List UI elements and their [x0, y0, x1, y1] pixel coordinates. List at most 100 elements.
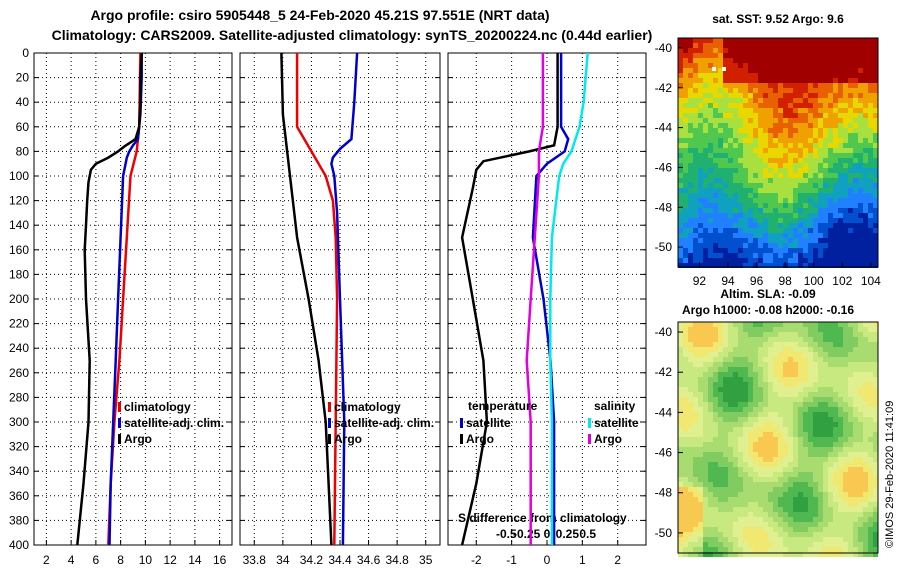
sst-cell: [868, 48, 873, 53]
sst-cell: [693, 118, 698, 123]
sla-cell: [793, 342, 798, 347]
sla-cell: [748, 392, 753, 397]
sst-cell: [853, 188, 858, 193]
sla-cell: [798, 402, 803, 407]
sla-cell: [833, 352, 838, 357]
sla-cell: [758, 487, 763, 492]
sla-cell: [693, 342, 698, 347]
sst-cell: [703, 93, 708, 98]
sla-cell: [853, 442, 858, 447]
sla-cell: [713, 487, 718, 492]
sst-cell: [768, 148, 773, 153]
sst-cell: [743, 148, 748, 153]
sla-cell: [873, 387, 878, 392]
sla-cell: [738, 437, 743, 442]
sst-cell: [858, 93, 863, 98]
sla-cell: [758, 382, 763, 387]
sla-cell: [838, 507, 843, 512]
sla-cell: [733, 542, 738, 547]
sla-cell: [718, 397, 723, 402]
sst-cell: [843, 113, 848, 118]
sla-cell: [803, 522, 808, 527]
sst-cell: [828, 43, 833, 48]
sla-cell: [788, 437, 793, 442]
sla-cell: [853, 342, 858, 347]
sla-cell: [768, 532, 773, 537]
sst-cell: [723, 258, 728, 263]
sla-cell: [783, 417, 788, 422]
sst-cell: [763, 213, 768, 218]
y-tick-label: 280: [9, 390, 29, 404]
sst-cell: [863, 98, 868, 103]
sst-cell: [688, 253, 693, 258]
sla-cell: [803, 447, 808, 452]
sla-cell: [708, 452, 713, 457]
sst-cell: [688, 258, 693, 263]
sst-cell: [763, 233, 768, 238]
sst-cell: [808, 158, 813, 163]
sst-cell: [788, 168, 793, 173]
sla-cell: [718, 402, 723, 407]
sla-cell: [748, 452, 753, 457]
sla-cell: [763, 347, 768, 352]
sla-cell: [693, 552, 698, 557]
sst-cell: [678, 223, 683, 228]
sst-cell: [703, 168, 708, 173]
sla-cell: [733, 362, 738, 367]
sst-cell: [858, 213, 863, 218]
sst-cell: [868, 93, 873, 98]
sla-cell: [743, 392, 748, 397]
sst-cell: [853, 238, 858, 243]
sst-cell: [748, 68, 753, 73]
sst-cell: [788, 258, 793, 263]
sla-cell: [813, 357, 818, 362]
sla-cell: [693, 532, 698, 537]
sst-cell: [788, 198, 793, 203]
sst-cell: [823, 183, 828, 188]
sst-cell: [738, 158, 743, 163]
sla-cell: [768, 542, 773, 547]
x-tick-label: 33.8: [243, 553, 267, 567]
sst-cell: [678, 58, 683, 63]
sst-cell: [678, 158, 683, 163]
sla-cell: [678, 422, 683, 427]
sst-cell: [818, 188, 823, 193]
sst-cell: [748, 183, 753, 188]
sst-cell: [873, 133, 878, 138]
sla-cell: [698, 522, 703, 527]
legend-label: climatology: [334, 400, 401, 414]
sla-cell: [693, 422, 698, 427]
sla-cell: [858, 352, 863, 357]
sla-cell: [738, 542, 743, 547]
sla-cell: [703, 362, 708, 367]
sst-cell: [693, 228, 698, 233]
sst-cell: [798, 208, 803, 213]
sst-cell: [873, 103, 878, 108]
sla-cell: [843, 497, 848, 502]
sst-cell: [838, 113, 843, 118]
sla-cell: [758, 387, 763, 392]
sst-cell: [698, 83, 703, 88]
sst-cell: [823, 63, 828, 68]
sst-cell: [703, 143, 708, 148]
sst-cell: [798, 78, 803, 83]
sst-cell: [808, 113, 813, 118]
sst-cell: [848, 213, 853, 218]
sla-cell: [873, 532, 878, 537]
sst-cell: [798, 233, 803, 238]
sla-cell: [768, 447, 773, 452]
sla-cell: [678, 427, 683, 432]
sla-cell: [818, 452, 823, 457]
sla-cell: [833, 387, 838, 392]
sst-cell: [698, 38, 703, 43]
sst-cell: [818, 83, 823, 88]
sla-cell: [678, 467, 683, 472]
x-tick-label: 100: [804, 274, 824, 288]
sla-cell: [728, 372, 733, 377]
sla-cell: [753, 352, 758, 357]
sla-cell: [808, 497, 813, 502]
sla-cell: [863, 502, 868, 507]
sst-cell: [763, 158, 768, 163]
sla-cell: [778, 472, 783, 477]
sla-cell: [743, 332, 748, 337]
